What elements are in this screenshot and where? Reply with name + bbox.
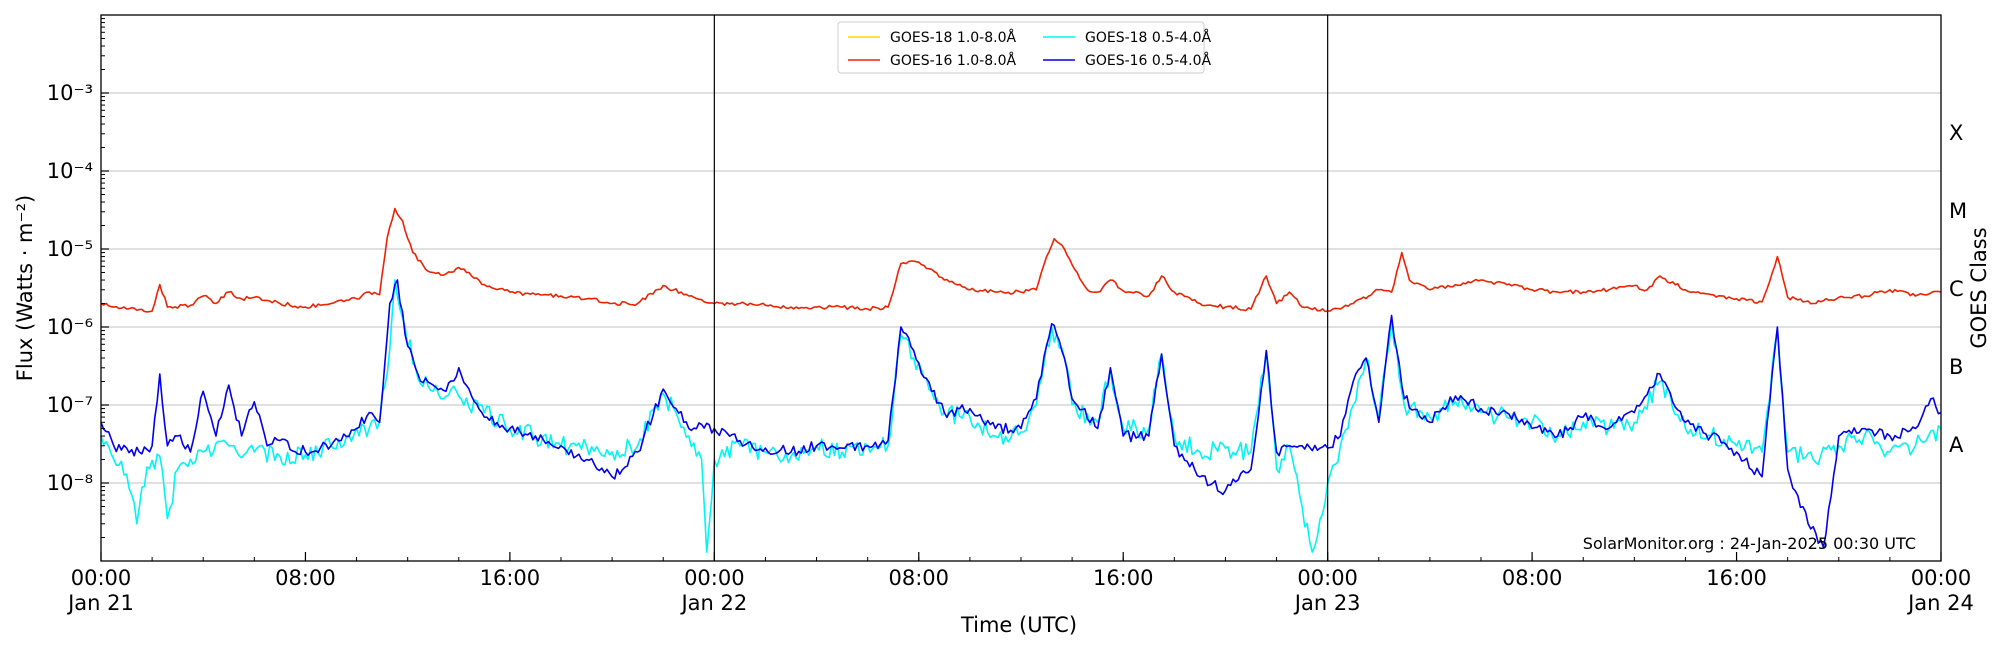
goes-class-labels: A B C M X [1949,121,1967,457]
goes-class-label: X [1949,121,1963,145]
y-tick-label: 10⁻⁷ [47,393,93,417]
x-tick-time: 08:00 [1502,566,1563,590]
y-tick-label: 10⁻⁵ [47,237,93,261]
goes-class-label: M [1949,199,1967,223]
x-tick-time: 00:00 [71,566,132,590]
y-tick-label: 10⁻³ [47,81,93,105]
x-tick-time: 00:00 [684,566,745,590]
legend-label: GOES-18 0.5-4.0Å [1085,29,1211,46]
x-tick-time: 16:00 [1093,566,1154,590]
legend-label: GOES-16 0.5-4.0Å [1085,52,1211,69]
goes-class-label: C [1949,277,1964,301]
x-tick-time: 16:00 [480,566,541,590]
day-boundaries [713,15,1329,561]
y-axis-ticks: 10⁻⁸ 10⁻⁷ 10⁻⁶ 10⁻⁵ 10⁻⁴ 10⁻³ [47,18,109,539]
x-tick-time: 08:00 [275,566,336,590]
x-tick-date: Jan 21 [66,591,134,615]
y-tick-label: 10⁻⁶ [47,315,93,339]
x-tick-time: 00:00 [1911,566,1972,590]
goes-class-label: B [1949,355,1963,379]
source-annotation: SolarMonitor.org : 24-Jan-2025 00:30 UTC [1583,534,1916,553]
x-tick-time: 16:00 [1706,566,1767,590]
x-tick-date: Jan 22 [679,591,747,615]
series-line [100,207,1942,313]
y-tick-label: 10⁻⁴ [47,159,93,183]
series-line [100,279,1942,549]
goes-class-label: A [1949,433,1964,457]
y-axis-title: Flux (Watts · m⁻²) [13,195,37,381]
x-axis-title: Time (UTC) [960,613,1077,637]
legend-box [837,21,1205,74]
legend-label: GOES-18 1.0-8.0Å [890,29,1016,46]
goes-class-axis-title: GOES Class [1967,227,1991,348]
x-tick-date: Jan 23 [1293,591,1361,615]
x-tick-date: Jan 24 [1906,591,1974,615]
y-tick-label: 10⁻⁸ [47,471,93,495]
x-tick-time: 00:00 [1297,566,1358,590]
series-layer [100,207,1942,553]
legend: GOES-18 1.0-8.0Å GOES-16 1.0-8.0Å GOES-18 … [837,21,1211,74]
x-tick-time: 08:00 [889,566,950,590]
legend-label: GOES-16 1.0-8.0Å [890,52,1016,69]
y-gridlines [101,92,1941,484]
